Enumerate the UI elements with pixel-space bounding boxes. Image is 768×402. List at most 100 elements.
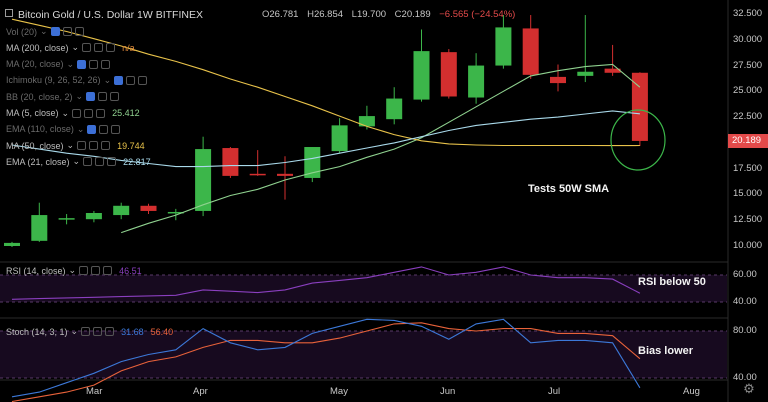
visibility-icon[interactable] (114, 75, 124, 85)
indicator-value: 25.412 (112, 108, 140, 118)
close-icon[interactable] (138, 75, 148, 85)
rsi-label: RSI (14, close) (6, 265, 66, 276)
indicator-label: MA (50, close) (6, 140, 64, 151)
price-tick: 12.500 (733, 214, 763, 226)
settings-icon[interactable] (95, 157, 105, 167)
visibility-icon[interactable] (77, 59, 87, 69)
highlight-circle (610, 109, 666, 171)
settings-icon[interactable] (99, 124, 109, 134)
chevron-down-icon[interactable]: ⌄ (72, 156, 81, 167)
candle-body (222, 148, 239, 176)
settings-icon[interactable] (126, 75, 136, 85)
indicator-row[interactable]: BB (20, close, 2) ⌄ (6, 91, 120, 102)
candle-body (304, 147, 321, 178)
candle-body (113, 205, 130, 216)
chevron-down-icon[interactable]: ⌄ (70, 326, 79, 336)
time-tick: May (330, 386, 348, 397)
visibility-icon[interactable] (81, 327, 91, 336)
indicator-row[interactable]: MA (50, close) ⌄ 19.744 (6, 140, 145, 151)
close-icon[interactable] (101, 141, 111, 151)
visibility-icon[interactable] (86, 92, 96, 102)
indicator-label: Vol (20) (6, 26, 38, 37)
stoch-tick: 80.00 (733, 325, 757, 336)
close-value: 20.189 (401, 9, 431, 20)
close-icon[interactable] (107, 157, 117, 167)
settings-icon[interactable] (93, 327, 103, 336)
visibility-icon[interactable] (82, 43, 92, 53)
indicator-row[interactable]: Ichimoku (9, 26, 52, 26) ⌄ (6, 74, 148, 86)
annotation-rsi: RSI below 50 (638, 276, 706, 288)
ma5-line (121, 63, 641, 234)
close-icon[interactable] (111, 124, 121, 134)
rsi-band (0, 275, 727, 302)
settings-icon[interactable] (98, 92, 108, 102)
settings-icon[interactable] (94, 43, 104, 53)
candle-body (440, 52, 457, 97)
visibility-icon[interactable] (72, 108, 82, 118)
time-tick: Jul (548, 386, 561, 397)
price-tick: 10.000 (733, 240, 763, 251)
high-value: 26.854 (313, 9, 344, 20)
chevron-down-icon[interactable]: ⌄ (66, 140, 75, 151)
visibility-icon[interactable] (79, 266, 89, 275)
close-icon[interactable] (101, 59, 111, 69)
stoch-legend[interactable]: Stoch (14, 3, 1) ⌄ 31.68 56.40 (6, 326, 173, 337)
settings-icon[interactable] (84, 108, 94, 118)
indicator-row[interactable]: EMA (110, close) ⌄ (6, 123, 121, 135)
visibility-icon[interactable] (77, 141, 87, 151)
indicator-row[interactable]: MA (5, close) ⌄ 25.412 (6, 108, 140, 119)
settings-icon[interactable] (89, 141, 99, 151)
rsi-legend[interactable]: RSI (14, close) ⌄ 46.51 (6, 265, 142, 276)
settings-icon[interactable] (91, 266, 101, 275)
indicator-value: n/a (122, 42, 135, 53)
candle-body (167, 211, 184, 214)
close-label: C (394, 9, 402, 20)
chevron-down-icon[interactable]: ⌄ (68, 265, 77, 275)
indicator-row[interactable]: MA (20, close) ⌄ (6, 58, 111, 70)
settings-gear-icon[interactable]: ⚙ (743, 381, 755, 396)
stoch-label: Stoch (14, 3, 1) (6, 326, 68, 337)
visibility-icon[interactable] (50, 27, 60, 36)
indicator-row[interactable]: Vol (20) ⌄ (6, 26, 84, 37)
chevron-down-icon[interactable]: ⌄ (103, 74, 112, 85)
chevron-down-icon[interactable]: ⌄ (71, 42, 80, 53)
indicator-label: EMA (21, close) (6, 156, 70, 167)
close-icon[interactable] (110, 92, 120, 102)
candle-body (604, 68, 621, 73)
indicator-row[interactable]: EMA (21, close) ⌄ 22.817 (6, 156, 151, 167)
indicator-row[interactable]: MA (200, close) ⌄ n/a (6, 42, 135, 53)
chevron-down-icon[interactable]: ⌄ (66, 58, 75, 69)
settings-icon[interactable] (89, 59, 99, 69)
high-label: H (307, 9, 314, 20)
visibility-icon[interactable] (83, 157, 93, 167)
close-icon[interactable] (96, 108, 106, 118)
candle-body (631, 72, 648, 141)
rsi-pane (11, 266, 641, 300)
chevron-down-icon[interactable]: ⌄ (40, 26, 48, 36)
price-tick: 30.000 (733, 33, 763, 45)
indicator-value: 19.744 (117, 140, 145, 151)
visibility-icon[interactable] (87, 124, 97, 134)
open-value: 26.781 (269, 9, 299, 20)
close-icon[interactable] (106, 43, 116, 53)
rsi-value: 46.51 (119, 265, 142, 276)
price-tick: 22.500 (733, 111, 763, 123)
candle-body (31, 215, 48, 241)
stoch-pane (11, 318, 641, 402)
close-icon[interactable] (105, 327, 115, 336)
indicator-lines (11, 18, 641, 234)
candle-body (413, 51, 430, 100)
time-tick: Apr (193, 386, 208, 397)
close-icon[interactable] (74, 27, 84, 36)
settings-icon[interactable] (62, 27, 72, 36)
stoch-d-value: 56.40 (150, 326, 174, 337)
indicator-label: MA (20, close) (6, 59, 64, 70)
chevron-down-icon[interactable]: ⌄ (76, 123, 85, 134)
time-tick: Jun (440, 386, 456, 397)
stoch-tick: 40.00 (733, 372, 757, 383)
chevron-down-icon[interactable]: ⌄ (75, 91, 84, 102)
indicator-label: EMA (110, close) (6, 124, 74, 135)
close-icon[interactable] (103, 266, 113, 275)
candle-body (331, 125, 348, 152)
chevron-down-icon[interactable]: ⌄ (61, 107, 70, 118)
